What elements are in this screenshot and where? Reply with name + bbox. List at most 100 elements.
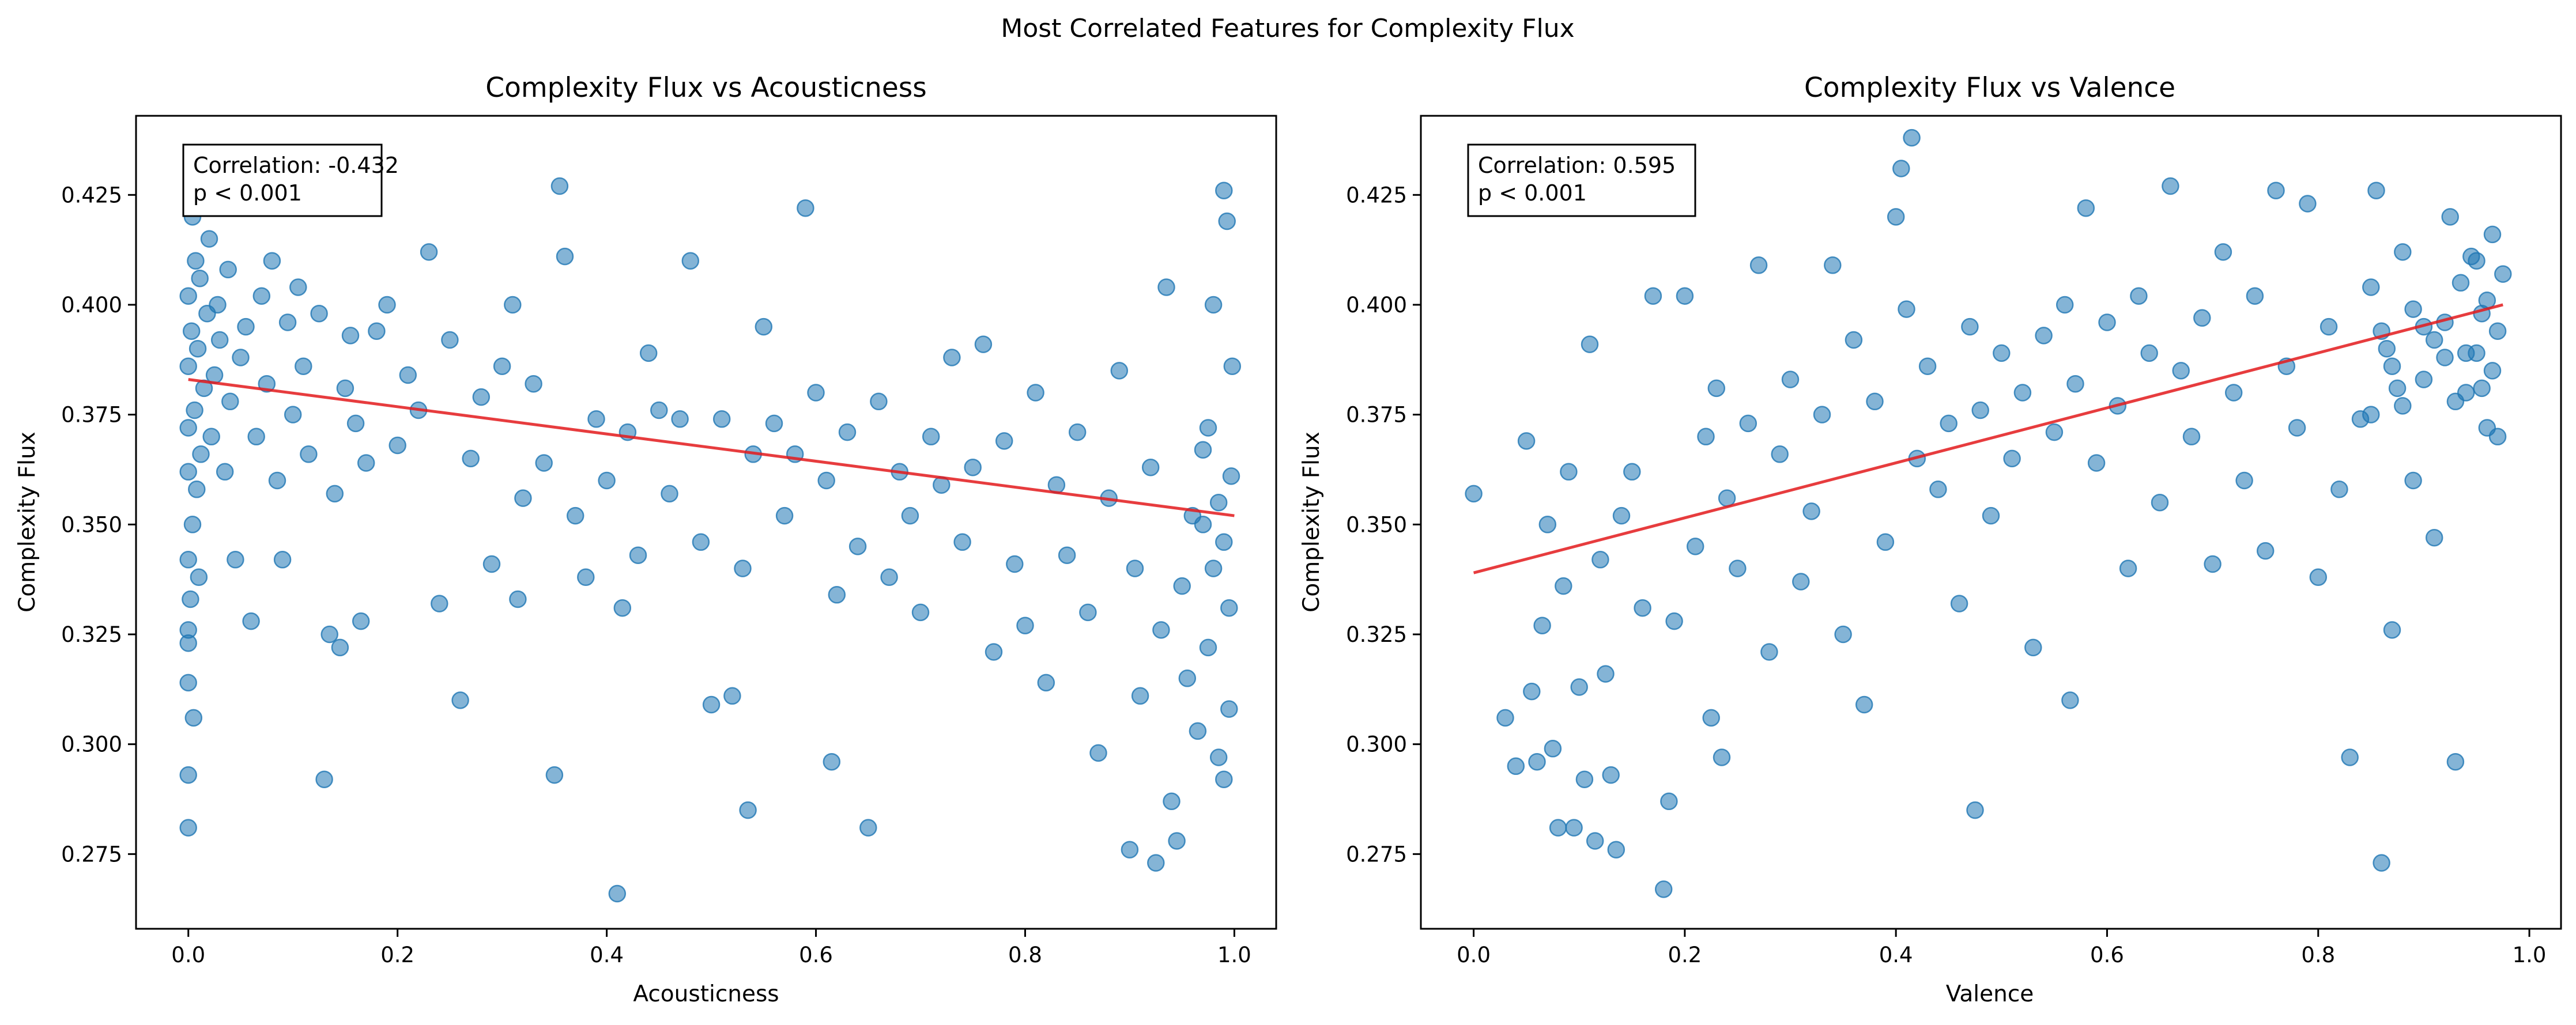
data-point [2488,322,2507,340]
data-point [210,331,229,349]
data-point [200,230,218,248]
data-point [2267,181,2285,199]
data-point [482,555,501,573]
data-point [2362,406,2380,423]
data-point [1215,181,1233,199]
data-point [1824,256,1842,274]
data-point [1168,832,1186,850]
data-point [1634,599,1651,617]
data-point [1971,401,1989,419]
data-point [188,481,206,498]
data-point [179,819,197,837]
data-point [556,247,574,266]
x-tick-label: 0.8 [2301,943,2335,967]
data-point [192,445,210,463]
data-point [1813,406,1831,423]
data-point [2457,344,2475,362]
data-point [2494,265,2512,283]
data-point [1876,533,1895,551]
data-point [755,317,773,336]
data-point [2341,748,2359,766]
data-point [1204,296,1223,314]
data-point [221,392,239,411]
data-point [828,586,846,604]
data-point [1560,463,1578,481]
data-point [2235,471,2253,490]
data-point [2246,287,2264,305]
data-point [2256,542,2275,560]
data-point [2061,691,2079,709]
y-tick-label: 0.375 [1346,403,1407,428]
data-point [368,322,386,340]
data-point [331,638,349,657]
data-point [357,454,375,472]
data-point [295,357,312,375]
data-point [1209,748,1228,766]
data-point [1581,335,1599,353]
data-point [2162,177,2179,195]
data-point [859,819,877,837]
data-point [1950,595,1968,612]
data-point [1718,489,1736,507]
data-point [2388,379,2407,398]
data-point [1204,559,1223,577]
data-point [1131,687,1149,705]
data-point [1702,709,1720,727]
data-point [341,327,360,345]
x-tick-label: 0.2 [380,943,414,967]
figure-title: Most Correlated Features for Complexity … [1001,14,1574,43]
data-point [2035,327,2053,345]
data-point [278,313,297,331]
data-point [1697,428,1715,446]
data-point [1178,670,1197,687]
data-point [1591,551,1609,569]
data-point [734,559,752,577]
data-point [1918,357,1937,375]
x-tick-label: 0.4 [1879,943,1913,967]
x-tick-label: 1.0 [2513,943,2547,967]
data-point [1892,160,1910,177]
data-point [2483,225,2502,244]
data-point [247,428,265,446]
data-point [1544,740,1562,758]
data-point [1465,485,1483,503]
data-point [2488,428,2507,446]
data-point [901,506,919,525]
data-point [2394,397,2412,415]
data-point [550,177,569,195]
data-point [1676,287,1694,305]
panel-valence: Complexity Flux vs Valence 0.0 0.2 0.4 0.6 0… [1299,72,2562,1007]
data-point [702,695,721,714]
y-tick-label: 0.275 [1346,842,1407,867]
data-point [911,603,930,622]
data-point [974,335,993,353]
data-point [179,621,197,639]
data-point [1163,792,1180,811]
data-point [289,278,307,296]
data-point [1215,533,1233,551]
data-point [807,384,825,402]
data-point [179,463,197,481]
data-point [2182,428,2201,446]
data-point [2415,370,2433,388]
data-point [1665,612,1683,630]
data-point [179,674,197,692]
data-point [2045,423,2064,441]
panel-title: Complexity Flux vs Acousticness [485,72,926,104]
data-point [1126,559,1144,577]
y-tick-label: 0.325 [1346,622,1407,647]
data-point [2394,243,2412,261]
y-tick-label: 0.425 [61,183,122,207]
data-point [184,709,203,727]
data-point [723,687,741,705]
x-axis-label: Acousticness [633,981,779,1007]
data-point [2119,559,2137,577]
data-point [2483,362,2502,380]
data-point [1147,854,1165,872]
data-point [2425,528,2443,547]
scatter-points [179,177,1242,903]
data-point [182,590,199,608]
data-point [1517,432,1536,450]
data-point [1152,621,1170,639]
data-point [2003,449,2021,468]
